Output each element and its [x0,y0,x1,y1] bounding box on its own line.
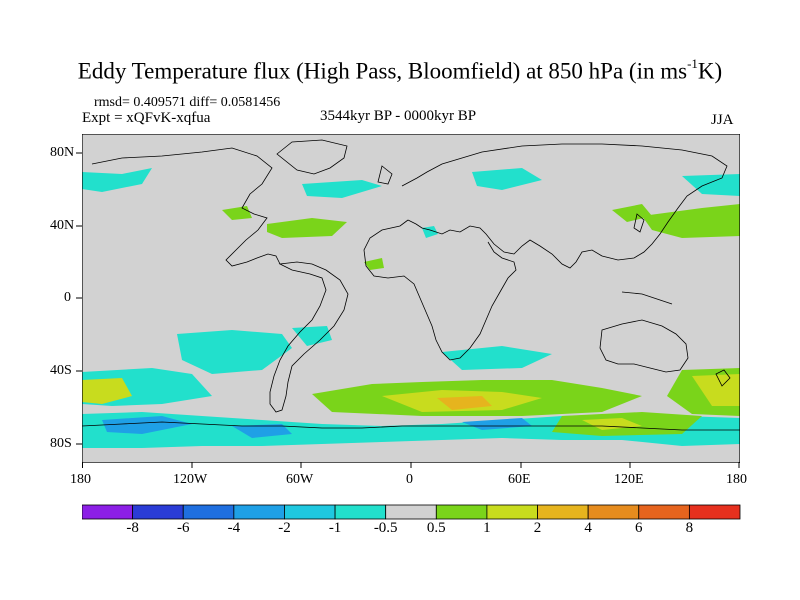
stats-text: rmsd= 0.409571 diff= 0.0581456 [94,95,281,110]
y-tick-marks [76,152,82,445]
colorbar-label: -8 [126,520,139,536]
x-tick-marks [82,462,740,468]
experiment-label: Expt = xQFvK-xqfua [82,110,211,126]
colorbar-label: 2 [533,520,542,536]
colorbar-swatch [486,504,538,520]
colorbar-swatch [385,504,437,520]
colorbar-swatch [82,504,134,520]
colorbar-label: -0.5 [373,520,398,536]
colorbar-swatch [233,504,285,520]
colorbar-label: 1 [483,520,491,536]
flux-map [82,134,740,463]
period-label: 3544kyr BP - 0000kyr BP [320,108,477,124]
colorbar-label: -2 [278,520,291,536]
plot-title-tail: K) [697,58,723,84]
colorbar-label: 6 [635,520,643,536]
y-tick-label: 40S [50,363,72,378]
y-tick-label: 80N [50,145,75,160]
x-tick-label: 0 [406,472,413,487]
x-tick-label: 120E [614,472,644,487]
colorbar-label: -4 [227,520,241,536]
plot-title-text: Eddy Temperature flux (High Pass, Bloomf… [77,58,688,84]
colorbar-swatch [587,504,640,520]
colorbar-swatch [537,504,589,520]
colorbar-swatch [435,504,488,520]
x-tick-label: 180 [726,472,747,487]
colorbar-swatch [638,504,690,520]
colorbar-label: -1 [328,520,342,536]
colorbar [82,504,741,520]
colorbar-label: -6 [176,520,190,536]
season-label: JJA [711,112,734,128]
y-tick-label: 40N [50,218,75,233]
y-tick-label: 0 [64,290,71,305]
plot-title-superscript: -1 [687,56,698,71]
coastlines [82,139,740,431]
colorbar-swatch [132,504,184,520]
x-tick-label: 60E [508,472,531,487]
x-tick-label: 180 [70,472,91,487]
x-tick-label: 60W [286,472,314,487]
colorbar-label: 4 [584,520,592,536]
anomaly-field [82,168,740,448]
colorbar-swatch [334,504,387,520]
colorbar-swatch [182,504,235,520]
plot-title: Eddy Temperature flux (High Pass, Bloomf… [0,56,800,85]
y-tick-label: 80S [50,436,72,451]
colorbar-label: 0.5 [426,520,446,536]
colorbar-swatch [688,504,741,520]
colorbar-swatch [284,504,336,520]
colorbar-label: 8 [685,520,694,536]
x-tick-label: 120W [173,472,208,487]
